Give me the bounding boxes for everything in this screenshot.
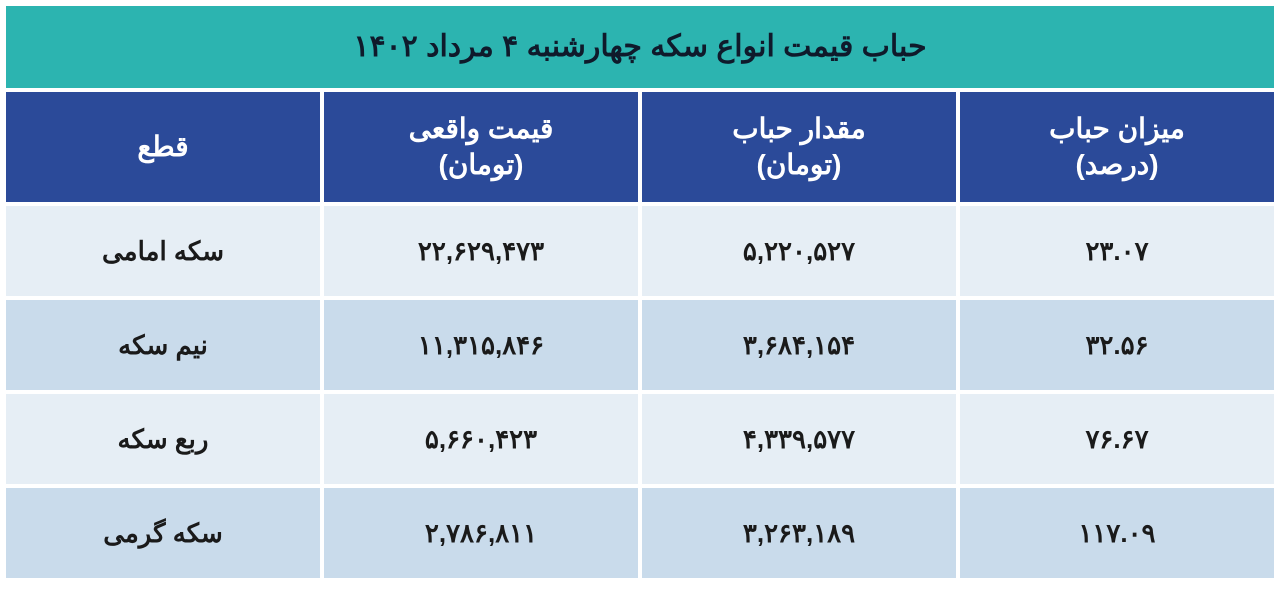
cell-bubble-pct: ۲۳.۰۷ [960,206,1274,296]
cell-type: نیم سکه [6,300,320,390]
table-header-row: قطع قیمت واقعی (تومان) مقدار حباب (تومان… [6,92,1274,202]
col-header-bubble-amt: مقدار حباب (تومان) [642,92,956,202]
cell-bubble-pct: ۳۲.۵۶ [960,300,1274,390]
cell-type: سکه امامی [6,206,320,296]
cell-real-price: ۲,۷۸۶,۸۱۱ [324,488,638,578]
cell-type: ربع سکه [6,394,320,484]
col-header-bubble-pct: میزان حباب (درصد) [960,92,1274,202]
table-row: سکه امامی ۲۲,۶۲۹,۴۷۳ ۵,۲۲۰,۵۲۷ ۲۳.۰۷ [6,206,1274,296]
cell-type: سکه گرمی [6,488,320,578]
cell-bubble-amt: ۴,۳۳۹,۵۷۷ [642,394,956,484]
cell-bubble-amt: ۳,۶۸۴,۱۵۴ [642,300,956,390]
cell-real-price: ۲۲,۶۲۹,۴۷۳ [324,206,638,296]
cell-bubble-amt: ۳,۲۶۳,۱۸۹ [642,488,956,578]
table-row: ربع سکه ۵,۶۶۰,۴۲۳ ۴,۳۳۹,۵۷۷ ۷۶.۶۷ [6,394,1274,484]
table-title: حباب قیمت انواع سکه چهارشنبه ۴ مرداد ۱۴۰… [6,6,1274,88]
cell-bubble-pct: ۱۱۷.۰۹ [960,488,1274,578]
coin-bubble-table: حباب قیمت انواع سکه چهارشنبه ۴ مرداد ۱۴۰… [6,6,1274,584]
cell-bubble-amt: ۵,۲۲۰,۵۲۷ [642,206,956,296]
table-row: سکه گرمی ۲,۷۸۶,۸۱۱ ۳,۲۶۳,۱۸۹ ۱۱۷.۰۹ [6,488,1274,578]
col-header-type: قطع [6,92,320,202]
cell-real-price: ۵,۶۶۰,۴۲۳ [324,394,638,484]
cell-real-price: ۱۱,۳۱۵,۸۴۶ [324,300,638,390]
table-row: نیم سکه ۱۱,۳۱۵,۸۴۶ ۳,۶۸۴,۱۵۴ ۳۲.۵۶ [6,300,1274,390]
col-header-real-price: قیمت واقعی (تومان) [324,92,638,202]
cell-bubble-pct: ۷۶.۶۷ [960,394,1274,484]
